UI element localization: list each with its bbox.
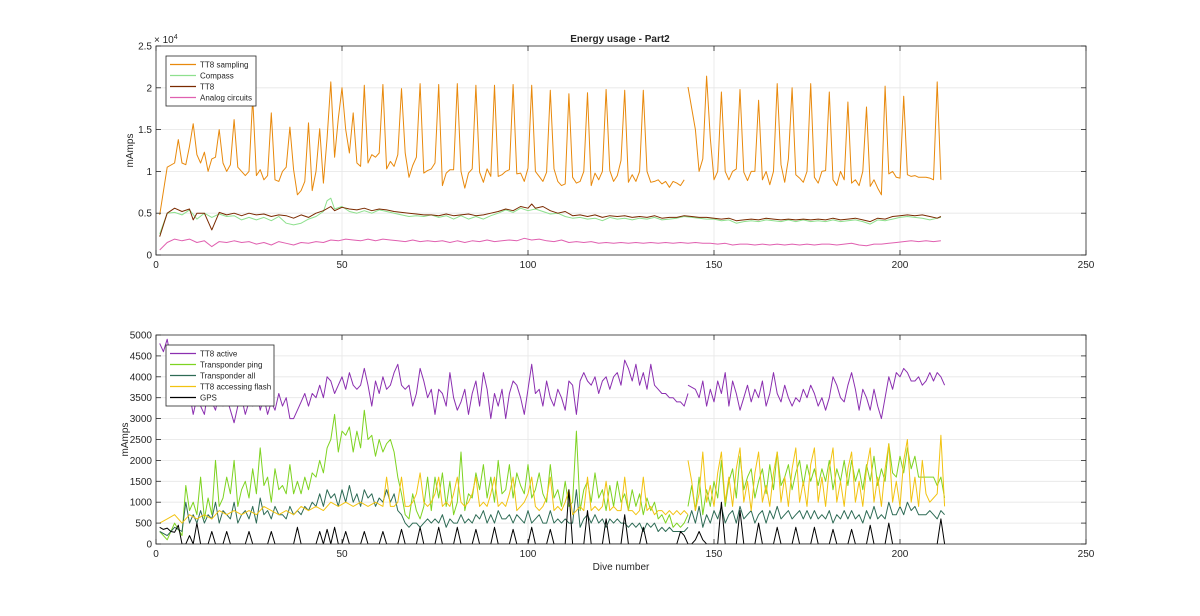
y-tick-label: 4000 [130, 372, 153, 383]
x-tick-label: 250 [1078, 549, 1095, 560]
legend-entry: TT8 accessing flash [200, 383, 271, 392]
series-line-tt8-accessing-flash [159, 434, 946, 524]
legend-entry: Transponder ping [200, 361, 262, 370]
legend-entry: Analog circuits [200, 94, 252, 103]
series-line-tt8-sampling [159, 75, 942, 215]
bottom-axes: 0 50 100 150 200 2500500100015002000250030003… [120, 331, 1095, 574]
y-axis-label: mAmps [125, 134, 136, 168]
legend: TT8 active Transponder ping Transponder al… [165, 344, 275, 407]
x-axis-label: Dive number [593, 562, 650, 573]
y-tick-label: 1.5 [138, 125, 152, 136]
legend-entry: TT8 sampling [200, 61, 248, 70]
x-tick-label: 0 [153, 260, 159, 271]
series-line-compass [159, 197, 942, 235]
legend-entry: Transponder all [200, 372, 256, 381]
y-axis-label: mAmps [120, 423, 131, 457]
y-tick-label: 5000 [130, 331, 153, 342]
legend-entry: GPS [200, 394, 217, 403]
x-tick-label: 100 [520, 260, 537, 271]
x-tick-label: 150 [706, 260, 723, 271]
series-line-tt8 [159, 203, 942, 237]
y-tick-label: 2.5 [138, 42, 152, 53]
y-tick-label: 2000 [130, 456, 153, 467]
series-line-gps [159, 489, 946, 544]
series-line-analog-circuits [159, 237, 941, 251]
y-tick-label: 0 [146, 540, 152, 551]
y-tick-label: 3500 [130, 393, 153, 404]
y-tick-label: 4500 [130, 351, 153, 362]
figure-title: Energy usage - Part2 [570, 34, 670, 45]
legend-entry: TT8 active [200, 350, 238, 359]
y-tick-label: 3000 [130, 414, 153, 425]
y-tick-label: 500 [135, 519, 152, 530]
x-tick-label: 0 [153, 549, 159, 560]
top-axes: 0 50 100 150 200 250 0 0.5 1 1.5 2 2.5× 104 mAmps TT8… [125, 34, 1095, 271]
axes-box [155, 45, 1087, 256]
legend: TT8 sampling Compass TT8 Analog circuits [165, 55, 257, 107]
x-tick-label: 250 [1078, 260, 1095, 271]
legend-entry: Compass [200, 72, 234, 81]
x-tick-label: 50 [336, 260, 348, 271]
y-exponent-power: 4 [174, 34, 178, 41]
x-tick-label: 100 [520, 549, 537, 560]
y-exponent-label: × 104 [154, 34, 178, 46]
y-tick-label: 1 [146, 167, 152, 178]
legend-entry: TT8 [200, 83, 215, 92]
y-tick-label: 0.5 [138, 209, 152, 220]
y-tick-label: 1000 [130, 498, 153, 509]
y-tick-label: 2500 [130, 435, 153, 446]
x-tick-label: 200 [892, 549, 909, 560]
y-tick-label: 0 [146, 251, 152, 262]
x-tick-label: 150 [706, 549, 723, 560]
y-tick-label: 1500 [130, 477, 153, 488]
x-tick-label: 50 [336, 549, 348, 560]
x-tick-label: 200 [892, 260, 909, 271]
series-line-transponder-all [159, 485, 945, 537]
y-tick-label: 2 [146, 83, 152, 94]
plot-area [156, 46, 1086, 255]
